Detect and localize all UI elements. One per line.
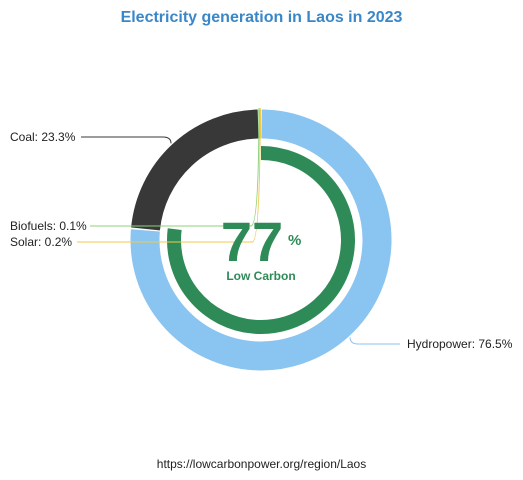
source-url: https://lowcarbonpower.org/region/Laos xyxy=(156,457,367,471)
label-biofuels: Biofuels: 0.1% xyxy=(10,219,87,233)
leader-line-solar xyxy=(77,108,261,243)
low-carbon-percent-sign: % xyxy=(288,232,301,249)
leader-line-hydropower xyxy=(349,337,400,345)
slice-hydropower xyxy=(130,109,392,371)
leader-line-coal xyxy=(81,136,172,144)
chart-title: Electricity generation in Laos in 2023 xyxy=(120,9,403,26)
low-carbon-value: 77 xyxy=(221,210,283,273)
label-hydropower: Hydropower: 76.5% xyxy=(407,337,513,351)
low-carbon-label: Low Carbon xyxy=(226,269,295,283)
low-carbon-arc xyxy=(167,146,355,334)
leader-line-biofuels xyxy=(90,108,260,227)
slice-coal xyxy=(131,109,259,231)
label-solar: Solar: 0.2% xyxy=(10,235,72,249)
label-coal: Coal: 23.3% xyxy=(10,130,76,144)
leaders-group: Hydropower: 76.5% Coal: 23.3% Biofuels: 0.… xyxy=(10,108,513,351)
